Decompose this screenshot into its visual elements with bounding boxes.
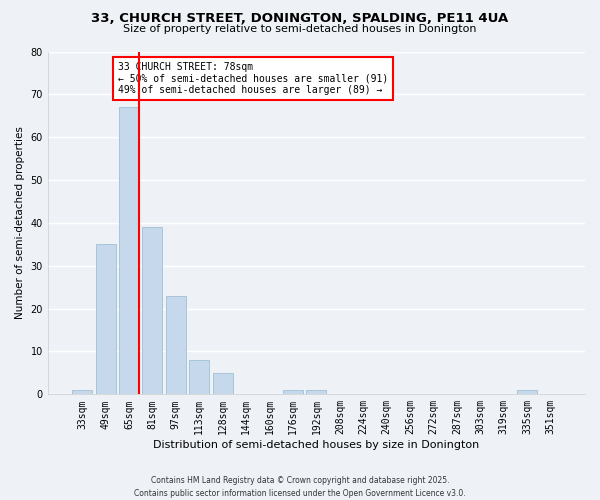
Bar <box>517 390 537 394</box>
Bar <box>95 244 116 394</box>
Bar <box>119 107 139 395</box>
Bar <box>307 390 326 394</box>
Bar <box>72 390 92 394</box>
Bar <box>213 373 233 394</box>
Text: 33 CHURCH STREET: 78sqm
← 50% of semi-detached houses are smaller (91)
49% of se: 33 CHURCH STREET: 78sqm ← 50% of semi-de… <box>118 62 388 95</box>
Text: Contains HM Land Registry data © Crown copyright and database right 2025.
Contai: Contains HM Land Registry data © Crown c… <box>134 476 466 498</box>
X-axis label: Distribution of semi-detached houses by size in Donington: Distribution of semi-detached houses by … <box>153 440 479 450</box>
Bar <box>190 360 209 394</box>
Bar <box>142 227 163 394</box>
Y-axis label: Number of semi-detached properties: Number of semi-detached properties <box>15 126 25 320</box>
Text: 33, CHURCH STREET, DONINGTON, SPALDING, PE11 4UA: 33, CHURCH STREET, DONINGTON, SPALDING, … <box>91 12 509 26</box>
Text: Size of property relative to semi-detached houses in Donington: Size of property relative to semi-detach… <box>123 24 477 34</box>
Bar <box>283 390 303 394</box>
Bar <box>166 296 186 394</box>
